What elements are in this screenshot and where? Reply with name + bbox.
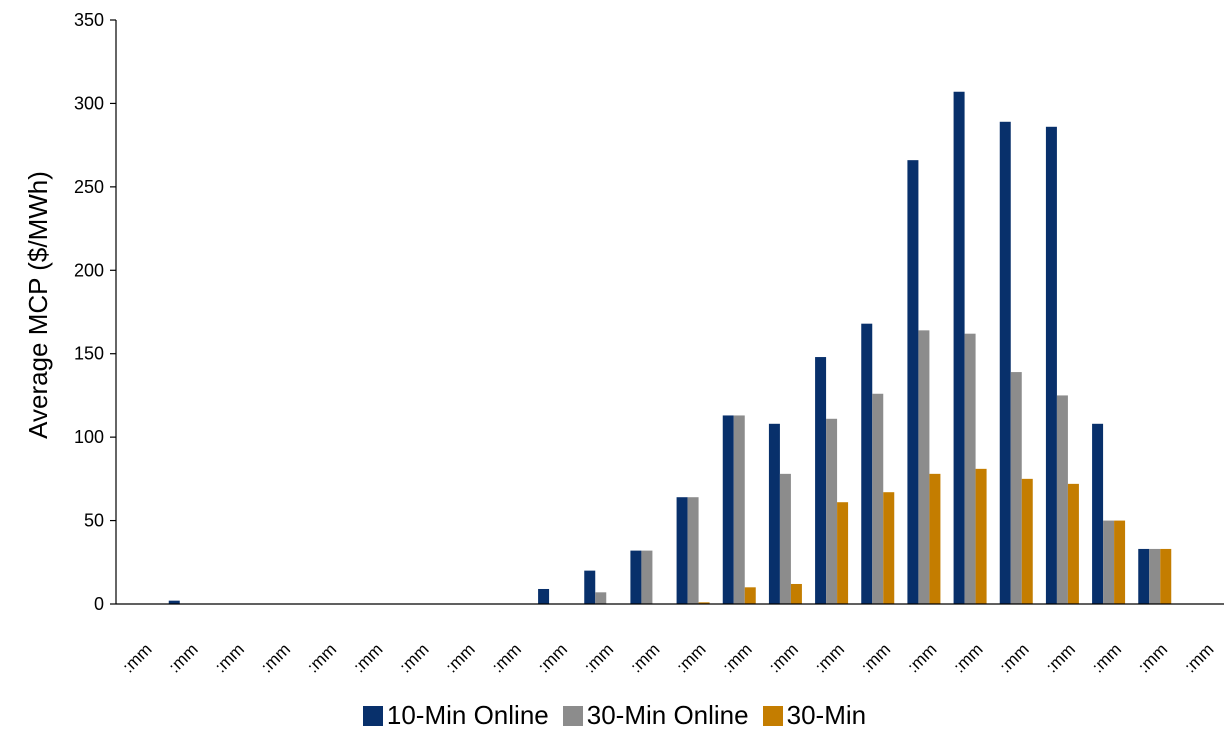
bar-30-min-online <box>687 497 699 604</box>
bar-10-min-online <box>768 423 780 604</box>
legend-swatch <box>562 705 583 726</box>
x-tick-label: :mm <box>719 640 756 677</box>
bar-30-min-online <box>595 592 607 604</box>
x-tick-label: :mm <box>396 640 433 677</box>
bar-30-min-online <box>779 473 791 604</box>
y-axis-ticks: 0 50 100 150 200 250 300 350 <box>74 10 116 614</box>
x-tick-label: :mm <box>119 640 156 677</box>
bar-chart: Average MCP ($/MWh) 0 50 100 150 200 250 300 35… <box>23 10 1224 677</box>
bar-10-min-online <box>168 600 180 604</box>
bar-10-min-online <box>999 121 1011 604</box>
legend-label: 30-Min <box>786 700 867 730</box>
bar-10-min-online <box>538 588 550 604</box>
legend-swatch <box>762 705 783 726</box>
x-tick-label: :mm <box>811 640 848 677</box>
bar-10-min-online <box>630 550 642 604</box>
x-tick-label: :mm <box>1181 640 1218 677</box>
bar-30-min-online <box>872 393 884 604</box>
legend-label: 10-Min Online <box>386 700 549 730</box>
bar-30-min <box>790 583 802 604</box>
bar-10-min-online <box>1092 423 1104 604</box>
bar-30-min-online <box>1056 395 1068 604</box>
x-tick-label: :mm <box>488 640 525 677</box>
bar-10-min-online <box>722 415 734 604</box>
x-tick-label: :mm <box>627 640 664 677</box>
legend-swatch <box>362 705 383 726</box>
y-tick-label: 100 <box>74 427 104 447</box>
x-tick-label: :mm <box>1042 640 1079 677</box>
bar-30-min <box>1114 520 1126 604</box>
bar-30-min <box>975 468 987 604</box>
bar-30-min-online <box>1010 372 1022 604</box>
bar-10-min-online <box>815 357 827 604</box>
bar-30-min <box>837 502 849 604</box>
y-tick-label: 250 <box>74 177 104 197</box>
y-tick-label: 150 <box>74 344 104 364</box>
x-axis-ticks: :mm:mm:mm:mm:mm:mm:mm:mm:mm:mm:mm:mm:mm:… <box>119 640 1218 677</box>
bar-30-min-online <box>1103 520 1115 604</box>
y-axis-title: Average MCP ($/MWh) <box>23 171 53 439</box>
legend-label: 30-Min Online <box>586 700 749 730</box>
bars-group <box>168 91 1172 604</box>
x-tick-label: :mm <box>1134 640 1171 677</box>
y-axis-title-group: Average MCP ($/MWh) <box>23 171 53 439</box>
x-tick-label: :mm <box>673 640 710 677</box>
x-tick-label: :mm <box>904 640 941 677</box>
bar-30-min <box>1160 548 1172 604</box>
bar-30-min <box>929 473 941 604</box>
legend-item: 10-Min Online <box>362 700 549 731</box>
bar-10-min-online <box>861 323 873 604</box>
bar-30-min-online <box>641 550 653 604</box>
x-tick-label: :mm <box>257 640 294 677</box>
x-tick-label: :mm <box>1088 640 1125 677</box>
x-tick-label: :mm <box>442 640 479 677</box>
bar-30-min <box>698 602 710 604</box>
x-tick-label: :mm <box>950 640 987 677</box>
y-tick-label: 50 <box>84 511 104 531</box>
bar-30-min-online <box>964 333 976 604</box>
y-tick-label: 0 <box>94 594 104 614</box>
bar-10-min-online <box>676 497 688 604</box>
bar-30-min <box>883 492 895 604</box>
bar-10-min-online <box>584 570 596 604</box>
legend: 10-Min Online 30-Min Online 30-Min <box>0 700 1229 731</box>
x-tick-label: :mm <box>580 640 617 677</box>
bar-30-min <box>744 587 756 604</box>
x-tick-label: :mm <box>165 640 202 677</box>
bar-10-min-online <box>953 91 965 604</box>
y-tick-label: 200 <box>74 260 104 280</box>
y-tick-label: 350 <box>74 10 104 30</box>
bar-30-min <box>1021 478 1033 604</box>
bar-30-min-online <box>826 418 838 604</box>
bar-30-min-online <box>733 415 745 604</box>
bar-10-min-online <box>1045 126 1057 604</box>
bar-30-min <box>1067 483 1079 604</box>
x-tick-label: :mm <box>996 640 1033 677</box>
x-tick-label: :mm <box>211 640 248 677</box>
x-tick-label: :mm <box>765 640 802 677</box>
y-tick-label: 300 <box>74 93 104 113</box>
x-tick-label: :mm <box>303 640 340 677</box>
bar-30-min-online <box>918 330 930 604</box>
x-tick-label: :mm <box>857 640 894 677</box>
bar-30-min-online <box>1149 548 1161 604</box>
x-tick-label: :mm <box>350 640 387 677</box>
bar-10-min-online <box>907 160 919 604</box>
bar-10-min-online <box>1138 548 1150 604</box>
x-tick-label: :mm <box>534 640 571 677</box>
legend-item: 30-Min Online <box>562 700 749 731</box>
legend-item: 30-Min <box>762 700 867 731</box>
